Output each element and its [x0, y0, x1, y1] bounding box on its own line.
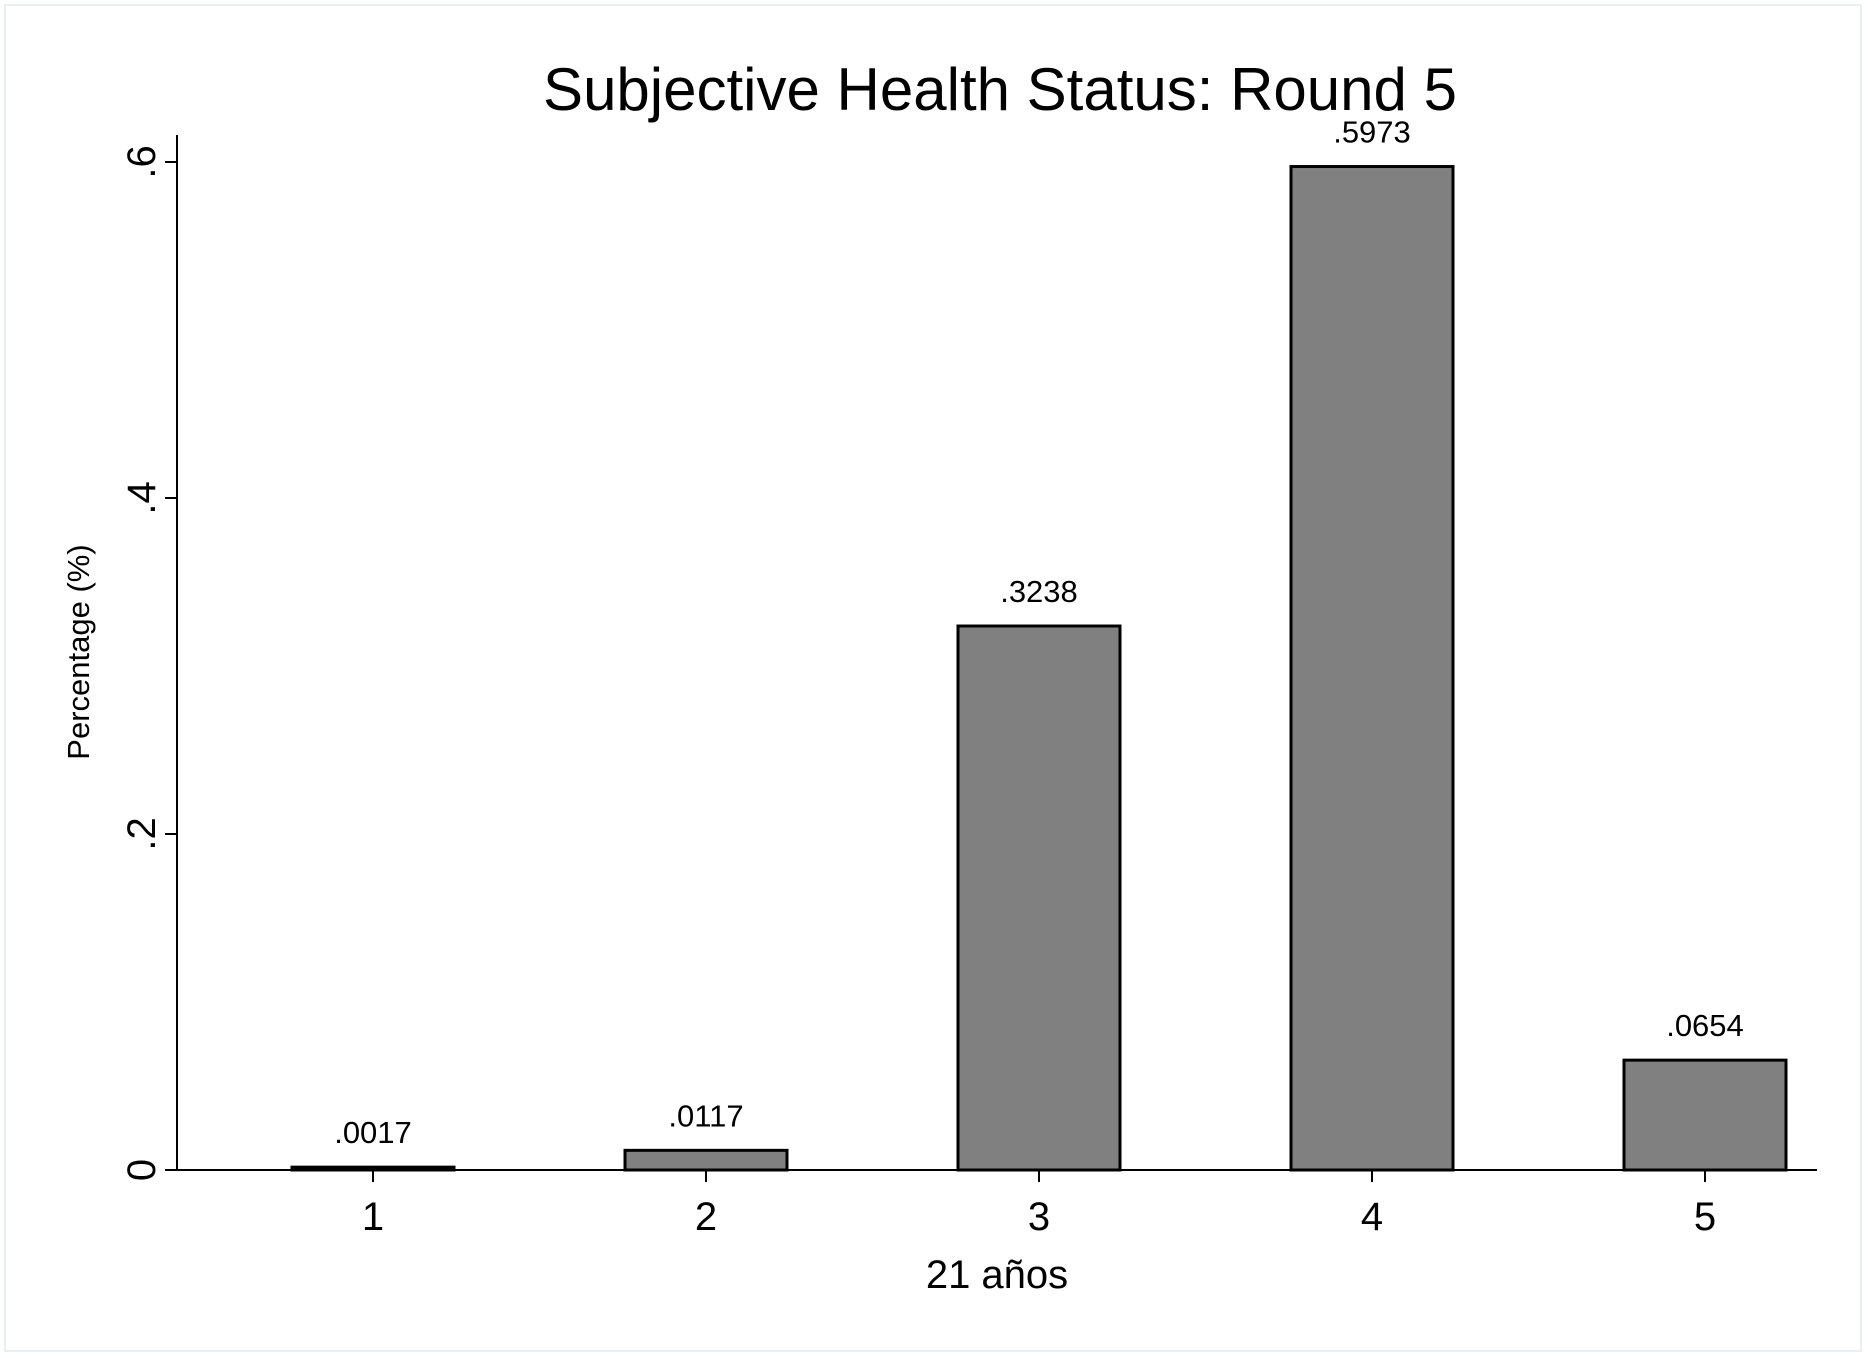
data-label: .3238	[1000, 574, 1078, 609]
bar-4	[1289, 165, 1455, 1172]
x-tick-label: 1	[362, 1195, 384, 1239]
chart-frame	[4, 4, 1862, 1352]
x-tick-label: 5	[1694, 1195, 1716, 1239]
data-label: .5973	[1333, 115, 1411, 150]
y-tick-label: .4	[120, 481, 164, 514]
y-tick-label: .2	[120, 817, 164, 850]
x-tick-label: 3	[1028, 1195, 1050, 1239]
bar-1	[290, 1165, 456, 1172]
y-tick-label: 0	[120, 1159, 164, 1181]
bar-3	[956, 624, 1122, 1172]
chart-title: Subjective Health Status: Round 5	[543, 56, 1457, 123]
data-label: .0654	[1666, 1008, 1744, 1043]
data-label: .0017	[334, 1115, 412, 1150]
x-tick-label: 4	[1361, 1195, 1383, 1239]
plot-area: 0 .2 .4 .6 .0017 1 .0117 2 .3238 3 .5973 4 .0654 5	[120, 115, 1817, 1239]
y-tick-label: .6	[120, 145, 164, 178]
bar-2	[623, 1148, 789, 1172]
x-axis-label: 21 años	[926, 1253, 1068, 1297]
data-label: .0117	[668, 1098, 743, 1133]
x-tick-label: 2	[695, 1195, 717, 1239]
bar-5	[1622, 1058, 1788, 1172]
y-axis-label: Percentage (%)	[61, 544, 96, 759]
